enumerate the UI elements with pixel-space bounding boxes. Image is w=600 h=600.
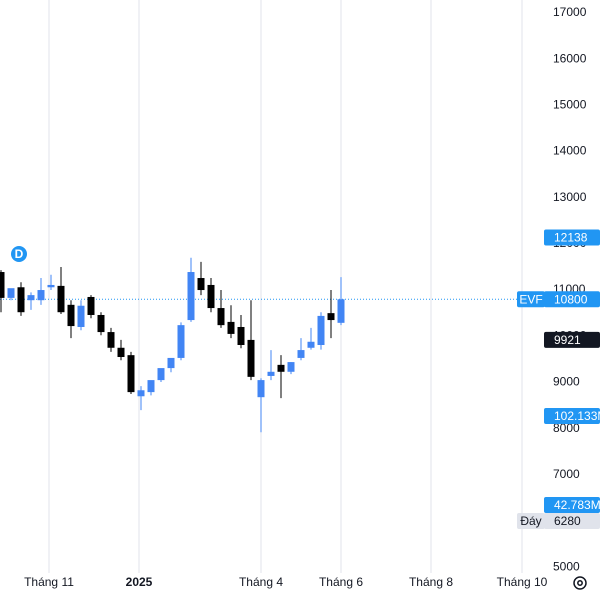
- event-badge: [11, 246, 27, 262]
- gear-center: [577, 580, 583, 586]
- y-tick-label: 15000: [553, 97, 587, 111]
- candle-body: [177, 325, 185, 358]
- price-tag: [544, 291, 600, 308]
- event-badge-label: D: [15, 247, 24, 261]
- price-tag-label: 9921: [554, 333, 581, 347]
- candle-body: [17, 287, 25, 313]
- candle-body: [7, 288, 15, 298]
- price-tag: [544, 229, 600, 246]
- y-tick-label: 13000: [553, 190, 587, 204]
- y-tick-label: 5000: [553, 559, 580, 573]
- candle-body: [207, 284, 215, 309]
- candle-body: [0, 272, 5, 298]
- candle-body: [167, 357, 175, 369]
- candle-body: [47, 284, 55, 288]
- candle-body: [107, 332, 115, 348]
- candle-body: [197, 278, 205, 291]
- candle-body: [237, 326, 245, 345]
- candle-body: [227, 321, 235, 334]
- price-tag: [544, 331, 600, 348]
- y-tick-label: 8000: [553, 421, 580, 435]
- price-tag-label: 10800: [554, 292, 588, 306]
- volume-tag: [544, 408, 600, 424]
- volume-tag: [544, 497, 600, 513]
- symbol-tag: [517, 291, 545, 308]
- candle-body: [127, 355, 135, 393]
- y-tick-label: 14000: [553, 144, 587, 158]
- candle-body: [57, 285, 65, 313]
- settings-icon[interactable]: [573, 576, 587, 590]
- candle-body: [157, 368, 165, 381]
- candle-body: [217, 308, 225, 326]
- x-tick-label: Tháng 10: [497, 575, 548, 589]
- y-tick-label: 17000: [553, 5, 587, 19]
- candle-body: [67, 304, 75, 327]
- candle-body: [267, 371, 275, 376]
- x-tick-label: Tháng 6: [319, 575, 363, 589]
- candle-body: [147, 380, 155, 393]
- candle-body: [287, 362, 295, 372]
- volume-tag-label: 42.783M: [554, 498, 600, 512]
- x-tick-label: Tháng 8: [409, 575, 453, 589]
- candle-body: [97, 314, 105, 333]
- x-tick-label: Tháng 11: [24, 575, 74, 589]
- candle-body: [257, 380, 265, 398]
- x-tick-label: Tháng 4: [239, 575, 283, 589]
- gear-outline: [573, 576, 587, 590]
- candle-body: [117, 347, 125, 358]
- candle-body: [307, 341, 315, 348]
- candle-body: [137, 390, 145, 397]
- y-tick-label: 16000: [553, 51, 587, 65]
- candle-body: [87, 296, 95, 315]
- price-tag: [544, 513, 600, 530]
- candle-body: [277, 364, 285, 372]
- candle-body: [337, 299, 345, 323]
- symbol-tag-label: Đáy: [520, 514, 541, 528]
- price-tag-label: 6280: [554, 514, 581, 528]
- symbol-tag-label: EVF: [519, 292, 542, 306]
- symbol-tag: [517, 513, 545, 530]
- candle-body: [317, 315, 325, 345]
- candle-body: [37, 290, 45, 301]
- x-tick-label: 2025: [126, 575, 153, 589]
- candle-body: [247, 339, 255, 377]
- y-tick-label: 7000: [553, 467, 580, 481]
- candle-body: [77, 305, 85, 327]
- candle-body: [27, 295, 35, 301]
- y-tick-label: 9000: [553, 375, 580, 389]
- candle-body: [187, 272, 195, 321]
- volume-tag-label: 102.133M: [554, 409, 600, 423]
- candle-body: [297, 350, 305, 358]
- price-tag-label: 12138: [554, 231, 588, 245]
- candle-body: [327, 313, 335, 321]
